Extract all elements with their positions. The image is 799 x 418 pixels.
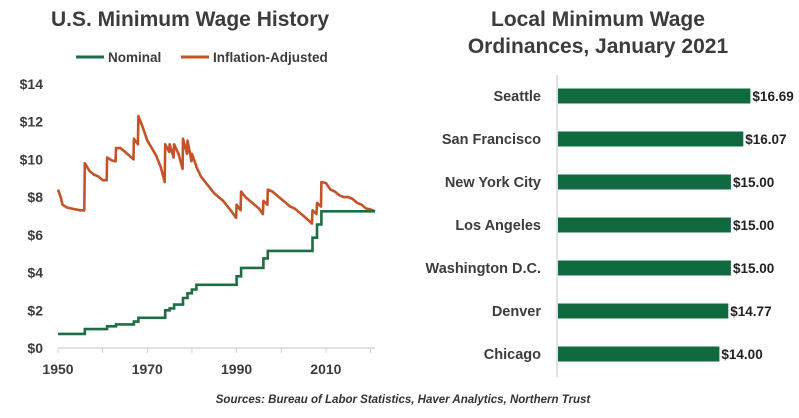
bar-row: Chicago $14.00: [484, 346, 763, 363]
x-tick-label: 1970: [132, 361, 163, 377]
right-chart-title-line-1: Local Minimum Wage: [491, 8, 705, 31]
category-label: Chicago: [484, 347, 541, 363]
x-axis-tick-marks: [57, 348, 372, 353]
y-tick-label: $12: [20, 114, 44, 130]
bar-row: San Francisco $16.07: [442, 131, 787, 148]
bar-row: Los Angeles $15.00: [455, 217, 774, 234]
y-tick-label: $8: [27, 189, 43, 205]
bar-row: Washington D.C. $15.00: [426, 260, 774, 277]
bar: [558, 346, 720, 362]
source-note: Sources: Bureau of Labor Statistics, Hav…: [216, 394, 592, 406]
y-tick-label: $0: [27, 340, 43, 356]
local-minimum-wage-chart: Local Minimum Wage Ordinances, January 2…: [426, 8, 794, 377]
bar-row: Denver $14.77: [492, 303, 772, 320]
series-line-nominal: [58, 210, 375, 336]
category-label: Seattle: [493, 89, 541, 105]
bar-row: New York City $15.00: [445, 174, 774, 191]
bar-value-label: $15.00: [733, 175, 774, 190]
bar-value-label: $15.00: [733, 261, 774, 276]
category-label: Denver: [492, 304, 542, 320]
left-chart-title: U.S. Minimum Wage History: [51, 8, 329, 31]
bar: [558, 88, 751, 104]
bar-value-label: $16.69: [752, 89, 793, 104]
category-label: New York City: [445, 175, 541, 191]
bar: [558, 174, 731, 190]
x-tick-label: 1990: [221, 361, 252, 377]
y-tick-label: $6: [27, 227, 43, 243]
bar-row: Seattle $16.69: [493, 88, 794, 105]
bar-value-label: $14.00: [721, 347, 762, 362]
bar-value-label: $16.07: [745, 132, 786, 147]
bar-value-label: $14.77: [730, 304, 771, 319]
legend-label-inflation-adjusted: Inflation-Adjusted: [213, 50, 328, 65]
bar-value-label: $15.00: [733, 218, 774, 233]
y-tick-label: $4: [27, 265, 43, 281]
x-axis-tick-labels: 1950 1970 1990 2010: [42, 361, 341, 377]
bar: [558, 303, 729, 319]
right-chart-title-line-2: Ordinances, January 2021: [468, 35, 729, 58]
series-line-inflation-adjusted: [56, 114, 376, 225]
bar: [558, 217, 731, 233]
bar: [558, 131, 744, 147]
x-tick-label: 1950: [42, 361, 73, 377]
category-label: Los Angeles: [455, 218, 541, 234]
legend: Nominal Inflation-Adjusted: [76, 50, 328, 65]
category-label: San Francisco: [442, 132, 541, 148]
y-tick-label: $14: [20, 76, 44, 92]
x-tick-label: 2010: [310, 361, 341, 377]
bar: [558, 260, 731, 276]
legend-label-nominal: Nominal: [108, 50, 161, 65]
bars: Seattle $16.69 San Francisco $16.07 New York…: [426, 88, 794, 363]
y-tick-label: $10: [20, 151, 44, 167]
y-tick-label: $2: [27, 302, 43, 318]
minimum-wage-history-chart: U.S. Minimum Wage History Nominal Inflat…: [20, 8, 376, 377]
category-label: Washington D.C.: [426, 261, 541, 277]
y-axis-tick-labels: $0 $2 $4 $6 $8 $10 $12 $14: [20, 76, 44, 356]
